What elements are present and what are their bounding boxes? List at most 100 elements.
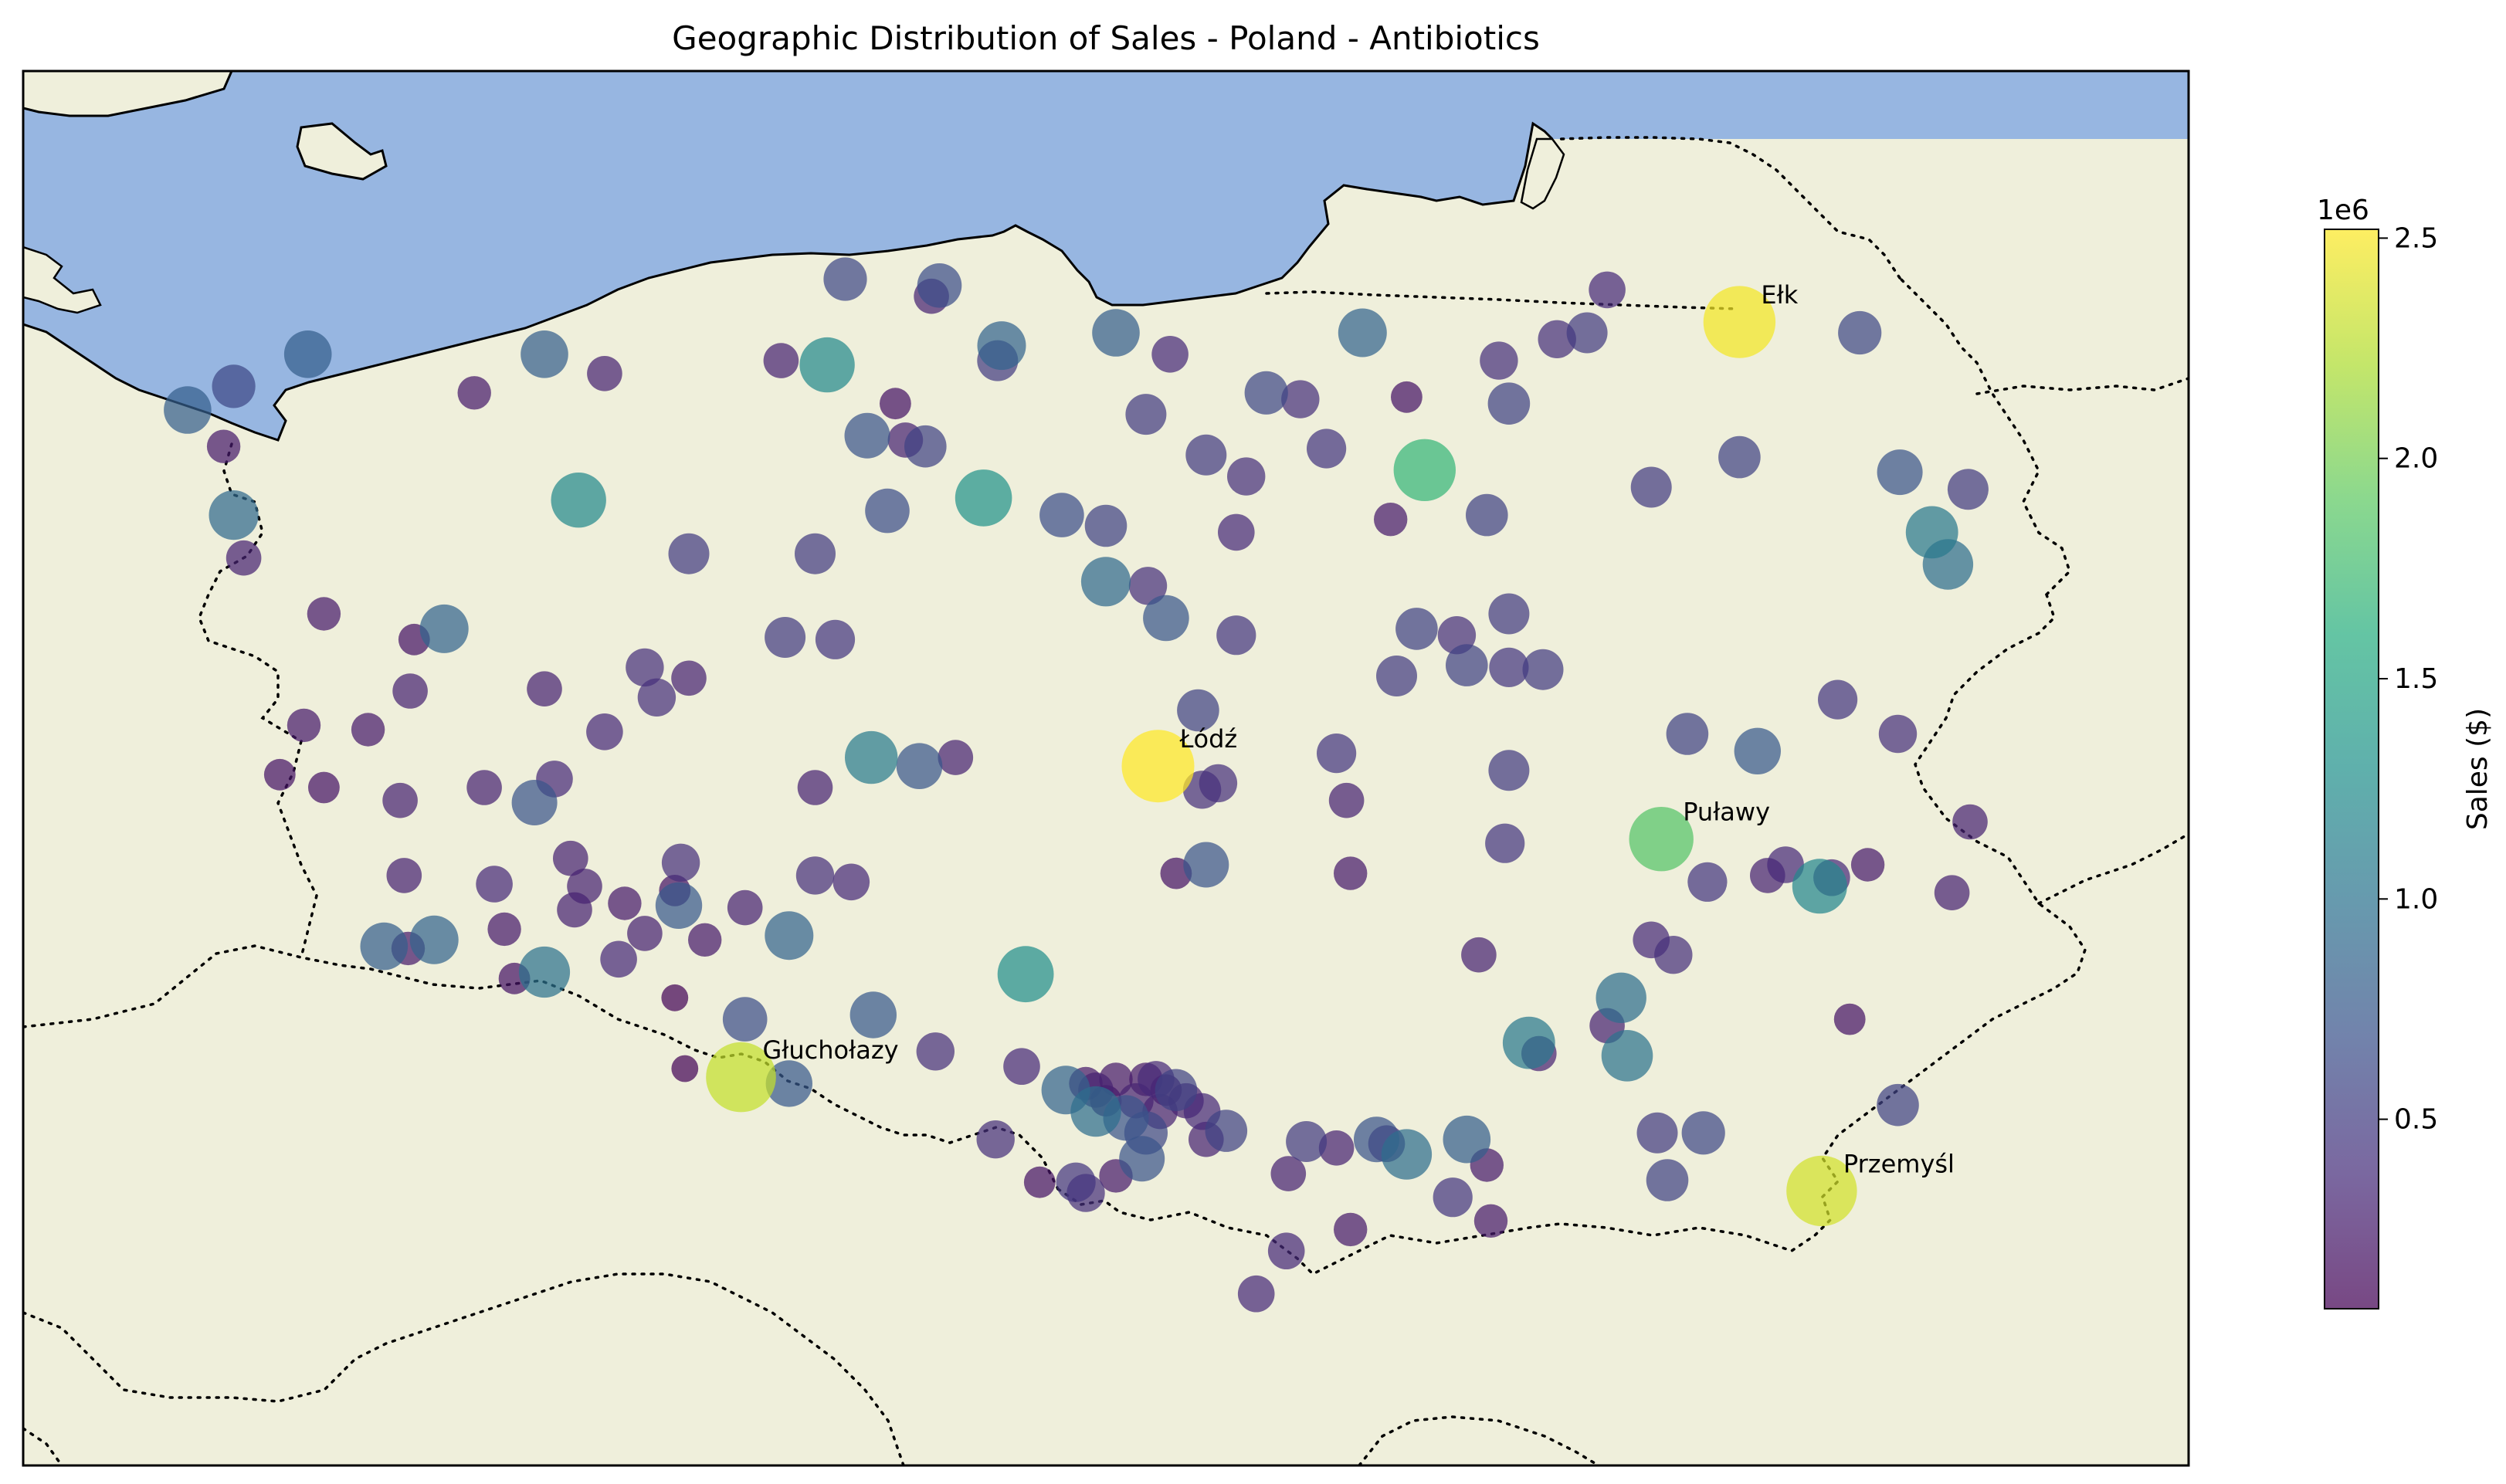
sales-point xyxy=(1143,595,1189,642)
sales-point xyxy=(1646,1159,1689,1201)
sales-point xyxy=(1155,1069,1198,1112)
sales-point xyxy=(587,356,622,391)
sales-point xyxy=(833,863,870,901)
sales-point xyxy=(1177,689,1219,732)
sales-point xyxy=(1286,1121,1328,1162)
sales-point xyxy=(1601,1030,1653,1082)
sales-point xyxy=(799,337,855,393)
sales-point xyxy=(938,740,974,775)
sales-point xyxy=(1538,320,1576,358)
border-kaliningrad xyxy=(1265,290,1739,310)
sales-point xyxy=(1070,1086,1121,1137)
sales-point xyxy=(1281,380,1320,418)
sales-point xyxy=(1023,1166,1056,1198)
sales-point xyxy=(1128,567,1168,605)
sales-point xyxy=(1227,457,1266,496)
city-label: Puławy xyxy=(1683,798,1770,827)
sales-point xyxy=(1489,647,1529,688)
sales-point xyxy=(600,940,637,978)
danish-coast xyxy=(23,246,102,314)
sales-point xyxy=(904,425,947,468)
sales-point xyxy=(1395,608,1438,650)
sales-point xyxy=(1443,1115,1491,1164)
sales-point xyxy=(1488,750,1530,791)
sales-point xyxy=(1270,1156,1307,1191)
sales-point xyxy=(1566,312,1608,354)
sales-point xyxy=(865,488,910,534)
sales-point xyxy=(1376,656,1417,696)
border-east-outer xyxy=(1975,377,2189,905)
sales-point xyxy=(1838,310,1882,355)
sales-point xyxy=(661,843,700,883)
sales-point xyxy=(351,713,385,747)
colorbar-gradient xyxy=(2325,229,2379,1309)
sales-point xyxy=(823,257,867,301)
sales-point xyxy=(287,708,321,743)
sales-point xyxy=(1687,862,1728,902)
sales-point xyxy=(553,840,588,876)
sales-point xyxy=(1092,309,1140,357)
sales-point xyxy=(1328,782,1365,818)
sales-point xyxy=(263,758,296,791)
sales-point xyxy=(206,429,241,463)
sales-point xyxy=(955,469,1012,527)
city-point-Łódź xyxy=(1121,730,1195,803)
sales-point xyxy=(527,671,562,706)
sales-point xyxy=(1216,615,1256,656)
sales-point xyxy=(1487,382,1531,425)
sales-point xyxy=(795,533,836,574)
sales-point xyxy=(518,946,571,998)
chart-title: Geographic Distribution of Sales - Polan… xyxy=(672,19,1540,57)
sales-point xyxy=(1502,1016,1555,1069)
sales-point xyxy=(1877,1083,1919,1127)
city-point-Ełk xyxy=(1703,286,1776,358)
sales-point xyxy=(845,730,898,784)
sales-point xyxy=(521,330,568,378)
sales-point xyxy=(671,660,707,696)
sales-point xyxy=(1850,848,1885,882)
sales-point xyxy=(626,648,664,687)
sales-point xyxy=(1792,859,1847,914)
sales-point xyxy=(1393,439,1456,501)
sales-point xyxy=(977,321,1026,371)
sales-point xyxy=(763,343,799,378)
sales-point xyxy=(608,886,642,920)
sales-point xyxy=(487,912,521,947)
colorbar-tick-label: 1.5 xyxy=(2394,663,2438,695)
sales-point xyxy=(671,1055,699,1083)
sales-point xyxy=(386,858,422,893)
colorbar-frame xyxy=(2324,229,2379,1310)
border-lithuania xyxy=(1558,136,1901,280)
sales-point xyxy=(360,922,409,971)
border-belarus xyxy=(1898,276,2072,596)
sales-point xyxy=(668,533,710,574)
sales-point xyxy=(1718,435,1761,479)
sales-point xyxy=(226,540,262,576)
sales-point xyxy=(1589,271,1626,309)
sales-point xyxy=(655,882,703,930)
map-frame xyxy=(22,69,2190,1467)
sales-point xyxy=(466,770,502,805)
sales-point xyxy=(1666,713,1709,755)
colorbar-tick-label: 2.5 xyxy=(2394,222,2438,254)
sales-point xyxy=(917,263,962,308)
sales-point xyxy=(1183,842,1229,888)
sales-point xyxy=(1334,856,1368,890)
sales-point xyxy=(1461,937,1497,973)
sales-point xyxy=(1934,875,1970,910)
sales-point xyxy=(308,771,340,804)
sales-point xyxy=(1878,714,1918,754)
sales-point xyxy=(627,916,663,951)
sales-point xyxy=(409,915,459,964)
sales-point xyxy=(1877,449,1923,496)
sales-point xyxy=(1334,1212,1368,1247)
sales-point xyxy=(688,923,722,957)
colorbar-label: Sales ($) xyxy=(2462,708,2494,830)
sales-point xyxy=(849,991,897,1038)
coastline xyxy=(23,121,1554,442)
sales-point xyxy=(1125,394,1167,435)
sales-point xyxy=(209,490,259,540)
sales-point xyxy=(1767,846,1804,883)
sales-point xyxy=(795,856,835,895)
